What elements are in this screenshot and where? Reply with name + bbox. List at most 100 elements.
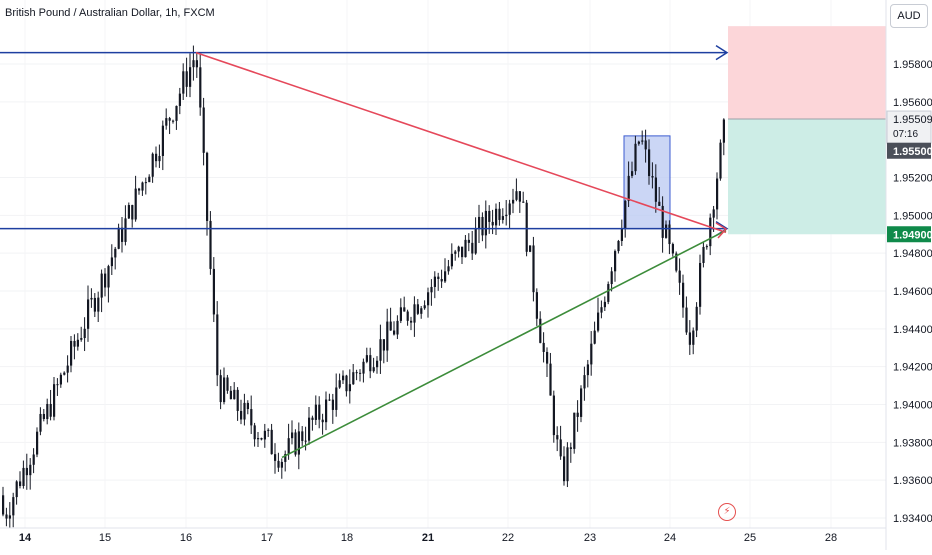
- trend-arrow-head: [715, 222, 728, 239]
- y-tick-label: 1.94000: [893, 400, 932, 412]
- candle-body: [301, 431, 304, 442]
- candle-body: [624, 200, 627, 229]
- candle-body: [141, 182, 144, 191]
- candle-body: [457, 246, 460, 252]
- candle-body: [539, 318, 542, 343]
- candle-body: [246, 402, 249, 410]
- candle-body: [692, 330, 695, 345]
- candle-body: [634, 143, 637, 172]
- candle-body: [59, 374, 62, 385]
- flash-icon[interactable]: ⚡: [718, 503, 736, 521]
- candle-body: [658, 201, 661, 206]
- x-tick-label: 25: [744, 532, 756, 544]
- candle-body: [83, 328, 86, 339]
- candle-body: [338, 380, 341, 388]
- candle-body: [172, 120, 175, 122]
- candle-body: [32, 454, 35, 465]
- y-tick-label: 1.94200: [893, 362, 932, 374]
- candle-body: [559, 439, 562, 457]
- candle-body: [535, 292, 538, 319]
- candle-body: [2, 495, 5, 515]
- x-tick-label: 22: [502, 532, 514, 544]
- candle-body: [396, 320, 399, 335]
- candle-body: [110, 257, 113, 267]
- candle-body: [104, 273, 107, 288]
- candle-body: [450, 253, 453, 267]
- candle-body: [389, 321, 392, 331]
- candle-body: [297, 431, 300, 455]
- candle-body: [270, 429, 273, 455]
- candle-body: [491, 221, 494, 226]
- candle-body: [287, 438, 290, 455]
- candle-body: [165, 118, 168, 126]
- candle-body: [209, 220, 212, 269]
- candle-body: [607, 284, 610, 302]
- candle-body: [413, 304, 416, 323]
- candle-body: [114, 248, 117, 258]
- candle-body: [355, 372, 358, 374]
- candle-body: [192, 60, 195, 68]
- candle-body: [175, 105, 178, 121]
- candle-body: [518, 191, 521, 202]
- candle-body: [597, 312, 600, 331]
- candle-body: [321, 419, 324, 423]
- candle-body: [525, 202, 528, 252]
- candle-body: [263, 430, 266, 440]
- candle-body: [369, 355, 372, 372]
- candle-body: [569, 447, 572, 449]
- y-tick-label: 1.95000: [893, 210, 932, 222]
- candle-body: [76, 339, 79, 347]
- candle-body: [284, 454, 287, 462]
- x-tick-label: 16: [180, 532, 192, 544]
- candle-body: [461, 246, 464, 258]
- candle-body: [182, 71, 185, 94]
- candle-body: [12, 497, 15, 516]
- level-arrow-head: [715, 45, 729, 61]
- candle-body: [576, 412, 579, 417]
- candle-body: [420, 308, 423, 314]
- candle-body: [127, 205, 130, 219]
- candle-body: [144, 182, 147, 184]
- candle-body: [229, 390, 232, 400]
- candle-body: [498, 208, 501, 220]
- candle-body: [63, 372, 66, 375]
- candle-body: [304, 440, 307, 442]
- candle-body: [280, 461, 283, 468]
- candle-body: [685, 307, 688, 333]
- candle-body: [542, 342, 545, 352]
- currency-button[interactable]: AUD: [890, 4, 928, 28]
- candle-body: [600, 307, 603, 313]
- candle-body: [90, 297, 93, 300]
- candle-body: [668, 224, 671, 245]
- x-tick-label: 15: [99, 532, 111, 544]
- price-tag-label: 1.95500: [893, 146, 932, 158]
- candle-body: [97, 297, 100, 312]
- candle-body: [627, 175, 630, 201]
- candle-body: [444, 271, 447, 282]
- candle-body: [430, 286, 433, 293]
- candle-body: [202, 107, 205, 153]
- candle-body: [206, 152, 209, 221]
- candle-body: [236, 389, 239, 411]
- current-price-label: 1.95509: [893, 114, 932, 126]
- candle-body: [682, 282, 685, 308]
- candle-body: [49, 403, 52, 417]
- candle-body: [219, 375, 222, 403]
- candle-body: [308, 417, 311, 441]
- candle-body: [70, 340, 73, 366]
- candle-body: [121, 227, 124, 242]
- x-axis-labels: 14 15 16 17 18 21 22 23 24 25 28: [19, 532, 837, 544]
- candle-body: [678, 270, 681, 283]
- candle-body: [566, 447, 569, 482]
- candle-body: [311, 417, 314, 420]
- candle-body: [583, 375, 586, 389]
- candle-body: [478, 216, 481, 229]
- candle-body: [593, 330, 596, 344]
- candle-body: [522, 201, 525, 203]
- candle-body: [437, 276, 440, 279]
- candle-body: [25, 467, 28, 476]
- candle-body: [648, 149, 651, 177]
- candle-body: [19, 481, 22, 486]
